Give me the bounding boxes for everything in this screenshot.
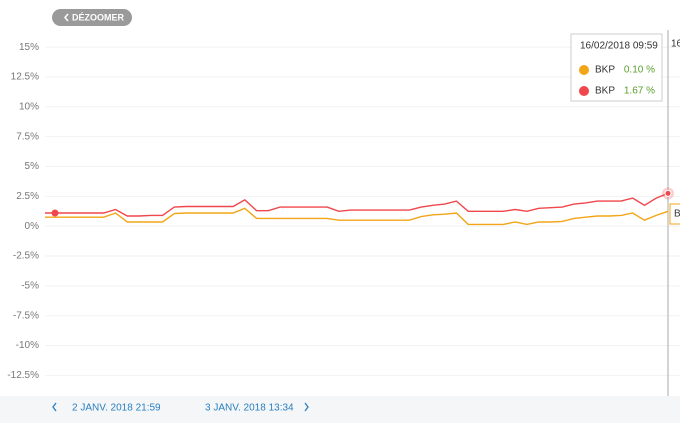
nav-next[interactable] [304, 402, 309, 412]
nav-bar [0, 396, 680, 423]
y-tick-label: -10% [16, 340, 39, 351]
y-tick-label: 2.5% [16, 191, 39, 202]
y-tick-label: 5% [25, 161, 40, 172]
zoom-button[interactable]: DÉZOOMER [52, 9, 132, 26]
tooltip-name: BKP [595, 86, 615, 97]
start-marker [51, 209, 59, 217]
clipped-label: B [674, 209, 680, 220]
series-line [45, 207, 669, 226]
y-tick-label: -2.5% [13, 251, 39, 262]
nav-prev[interactable] [52, 402, 57, 412]
clipped-label: 16 [671, 39, 680, 50]
zoom-label[interactable]: DÉZOOMER [72, 12, 125, 22]
tooltip-name: BKP [595, 65, 615, 76]
tooltip-value: 0.10 % [624, 65, 655, 76]
tooltip-swatch [579, 65, 589, 75]
tooltip-value: 1.67 % [624, 86, 655, 97]
series-line [45, 192, 669, 217]
y-tick-label: 0% [25, 221, 40, 232]
y-tick-label: 10% [19, 101, 39, 112]
nav-start: 2 JANV. 2018 21:59 [72, 403, 161, 414]
nav-end: 3 JANV. 2018 13:34 [205, 403, 294, 414]
y-tick-label: -12.5% [7, 370, 39, 381]
tooltip-swatch [579, 86, 589, 96]
zoom-button-bg[interactable] [52, 9, 132, 26]
y-tick-label: -7.5% [13, 310, 39, 321]
clipped-box [669, 203, 680, 225]
y-tick-label: 7.5% [16, 131, 39, 142]
tooltip-date: 16/02/2018 09:59 [580, 41, 658, 52]
hover-marker [664, 189, 672, 197]
y-tick-label: 15% [19, 42, 39, 53]
y-tick-label: -5% [21, 281, 39, 292]
y-tick-label: 12.5% [11, 72, 39, 83]
chevron [64, 13, 69, 22]
